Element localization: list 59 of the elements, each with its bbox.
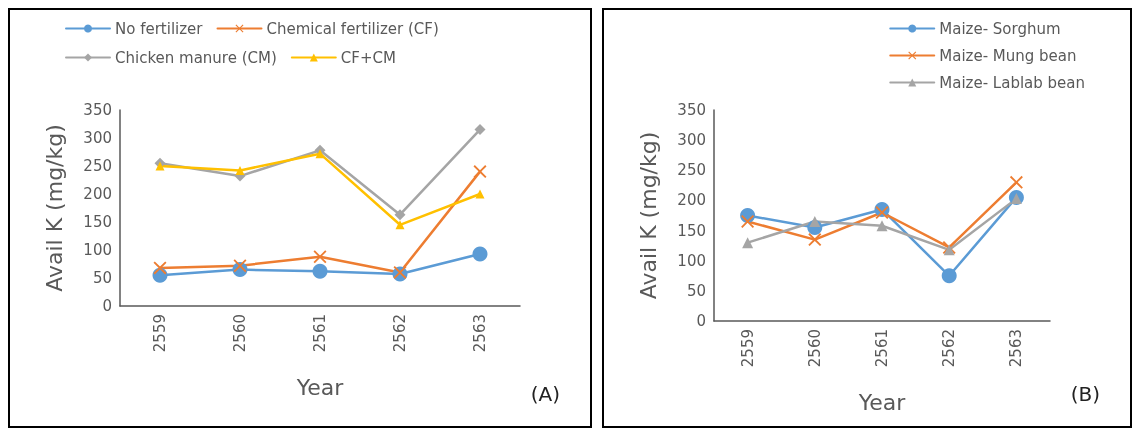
point bbox=[394, 209, 406, 221]
legend-label: Maize- Mung bean bbox=[939, 46, 1077, 65]
legend-label: No fertilizer bbox=[115, 19, 204, 38]
legend-label: Chicken manure (CM) bbox=[115, 48, 277, 67]
x-axis-title: Year bbox=[857, 389, 907, 415]
point bbox=[1009, 175, 1023, 189]
point bbox=[943, 244, 955, 256]
legend-label: CF+CM bbox=[340, 48, 396, 67]
x-tick-label: 2559 bbox=[151, 314, 169, 353]
point bbox=[472, 246, 488, 262]
x-tick-label: 2560 bbox=[805, 329, 824, 368]
point bbox=[808, 233, 822, 247]
point bbox=[475, 189, 485, 199]
point bbox=[809, 216, 821, 228]
point bbox=[235, 165, 245, 175]
x-tick-label: 2561 bbox=[311, 314, 329, 353]
x-tick-label: 2561 bbox=[873, 329, 891, 368]
y-tick-label: 350 bbox=[83, 101, 112, 119]
y-tick-label: 200 bbox=[83, 185, 112, 203]
x-tick-label: 2562 bbox=[391, 314, 409, 353]
point bbox=[741, 215, 755, 229]
text: (A) bbox=[530, 382, 561, 406]
x-tick-label: 2560 bbox=[231, 314, 249, 353]
point bbox=[313, 250, 327, 264]
y-tick-label: 250 bbox=[83, 157, 112, 175]
x-tick-label: 2563 bbox=[1007, 329, 1026, 368]
point bbox=[155, 161, 165, 171]
y-tick-label: 150 bbox=[83, 213, 112, 231]
point bbox=[742, 237, 754, 249]
point bbox=[312, 263, 328, 279]
y-tick-label: 50 bbox=[92, 269, 112, 287]
point bbox=[941, 268, 957, 284]
legend-label: Chemical fertilizer (CF) bbox=[266, 19, 439, 38]
y-tick-label: 0 bbox=[102, 297, 112, 315]
y-tick-label: 300 bbox=[83, 129, 112, 147]
y-axis-title: Avail K (mg/kg) bbox=[41, 124, 67, 292]
y-tick-label: 250 bbox=[677, 161, 706, 180]
y-tick-label: 200 bbox=[677, 191, 706, 210]
legend-label: Maize- Lablab bean bbox=[939, 73, 1086, 92]
point bbox=[315, 149, 325, 159]
y-tick-label: 300 bbox=[677, 131, 706, 150]
point bbox=[876, 220, 888, 232]
x-tick-label: 2559 bbox=[738, 329, 757, 368]
y-tick-label: 100 bbox=[677, 251, 706, 270]
x-tick-label: 2562 bbox=[940, 329, 959, 368]
text: (B) bbox=[1070, 382, 1100, 406]
point bbox=[153, 261, 167, 275]
y-tick-label: 0 bbox=[696, 312, 706, 330]
y-tick-label: 50 bbox=[686, 281, 706, 300]
legend-label: Maize- Sorghum bbox=[939, 19, 1061, 38]
point bbox=[474, 124, 486, 136]
x-tick-label: 2563 bbox=[471, 314, 489, 353]
y-tick-label: 150 bbox=[677, 221, 706, 240]
point bbox=[1010, 193, 1022, 205]
y-tick-label: 100 bbox=[83, 241, 112, 259]
point bbox=[395, 220, 405, 230]
y-tick-label: 350 bbox=[677, 101, 706, 119]
y-axis-title: Avail K (mg/kg) bbox=[635, 131, 661, 300]
x-axis-title: Year bbox=[295, 374, 345, 400]
